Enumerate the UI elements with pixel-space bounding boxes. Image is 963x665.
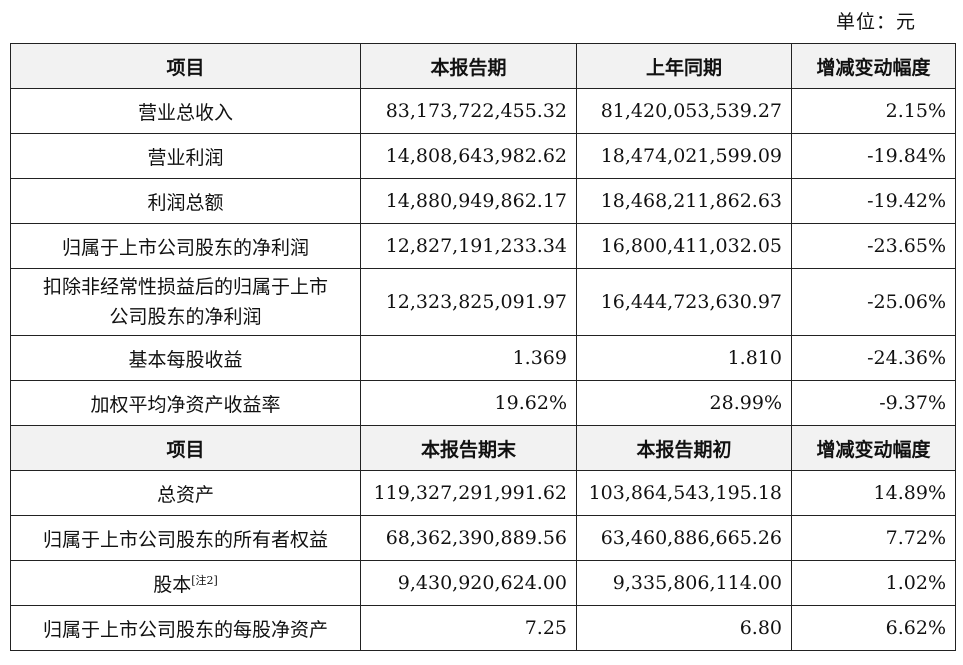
current-value: 119,327,291,991.62 <box>360 470 577 516</box>
row-label: 营业总收入 <box>10 88 361 134</box>
row-label-line2: 公司股东的净利润 <box>109 306 262 328</box>
table-header-row: 项目 本报告期末 本报告期初 增减变动幅度 <box>10 425 956 471</box>
change-value: -25.06% <box>791 268 956 336</box>
previous-value: 16,444,723,630.97 <box>576 268 792 336</box>
header-period-start: 本报告期初 <box>576 425 792 471</box>
previous-value: 103,864,543,195.18 <box>576 470 792 516</box>
previous-value: 81,420,053,539.27 <box>576 88 792 134</box>
table-row: 利润总额 14,880,949,862.17 18,468,211,862.63… <box>10 178 956 224</box>
row-label: 基本每股收益 <box>10 335 361 381</box>
row-label: 归属于上市公司股东的净利润 <box>10 223 361 269</box>
table-header-row: 项目 本报告期 上年同期 增减变动幅度 <box>10 43 956 89</box>
row-label: 总资产 <box>10 470 361 516</box>
current-value: 68,362,390,889.56 <box>360 515 577 561</box>
change-value: 7.72% <box>791 515 956 561</box>
header-previous-period: 上年同期 <box>576 43 792 89</box>
footnote-marker: [注2] <box>191 573 218 587</box>
header-change: 增减变动幅度 <box>791 43 956 89</box>
change-value: -24.36% <box>791 335 956 381</box>
change-value: 6.62% <box>791 605 956 651</box>
table-row: 股本[注2] 9,430,920,624.00 9,335,806,114.00… <box>10 560 956 606</box>
header-current-period: 本报告期 <box>360 43 577 89</box>
current-value: 83,173,722,455.32 <box>360 88 577 134</box>
current-value: 14,808,643,982.62 <box>360 133 577 179</box>
table-row: 基本每股收益 1.369 1.810 -24.36% <box>10 335 956 381</box>
unit-label: 单位：元 <box>835 11 916 33</box>
previous-value: 6.80 <box>576 605 792 651</box>
row-label: 归属于上市公司股东的每股净资产 <box>10 605 361 651</box>
header-item: 项目 <box>10 425 361 471</box>
header-change: 增减变动幅度 <box>791 425 956 471</box>
table-row: 加权平均净资产收益率 19.62% 28.99% -9.37% <box>10 380 956 426</box>
row-label: 归属于上市公司股东的所有者权益 <box>10 515 361 561</box>
row-label: 股本[注2] <box>10 560 361 606</box>
current-value: 12,827,191,233.34 <box>360 223 577 269</box>
current-value: 7.25 <box>360 605 577 651</box>
previous-value: 18,474,021,599.09 <box>576 133 792 179</box>
table-row: 归属于上市公司股东的净利润 12,827,191,233.34 16,800,4… <box>10 223 956 269</box>
row-label: 扣除非经常性损益后的归属于上市 公司股东的净利润 <box>10 268 361 336</box>
table-row: 归属于上市公司股东的每股净资产 7.25 6.80 6.62% <box>10 605 956 651</box>
previous-value: 9,335,806,114.00 <box>576 560 792 606</box>
change-value: -23.65% <box>791 223 956 269</box>
change-value: 14.89% <box>791 470 956 516</box>
table-row: 归属于上市公司股东的所有者权益 68,362,390,889.56 63,460… <box>10 515 956 561</box>
row-label: 营业利润 <box>10 133 361 179</box>
current-value: 9,430,920,624.00 <box>360 560 577 606</box>
change-value: -9.37% <box>791 380 956 426</box>
change-value: -19.84% <box>791 133 956 179</box>
previous-value: 16,800,411,032.05 <box>576 223 792 269</box>
change-value: 1.02% <box>791 560 956 606</box>
current-value: 12,323,825,091.97 <box>360 268 577 336</box>
change-value: 2.15% <box>791 88 956 134</box>
financial-summary-table: 项目 本报告期 上年同期 增减变动幅度 营业总收入 83,173,722,455… <box>10 43 956 651</box>
row-label: 利润总额 <box>10 178 361 224</box>
change-value: -19.42% <box>791 178 956 224</box>
previous-value: 18,468,211,862.63 <box>576 178 792 224</box>
row-label-text: 股本 <box>153 573 192 596</box>
row-label-line1: 扣除非经常性损益后的归属于上市 <box>42 276 328 298</box>
previous-value: 1.810 <box>576 335 792 381</box>
previous-value: 63,460,886,665.26 <box>576 515 792 561</box>
table-row: 营业利润 14,808,643,982.62 18,474,021,599.09… <box>10 133 956 179</box>
current-value: 19.62% <box>360 380 577 426</box>
row-label: 加权平均净资产收益率 <box>10 380 361 426</box>
table-row: 总资产 119,327,291,991.62 103,864,543,195.1… <box>10 470 956 516</box>
header-period-end: 本报告期末 <box>360 425 577 471</box>
table-row: 扣除非经常性损益后的归属于上市 公司股东的净利润 12,323,825,091.… <box>10 268 956 336</box>
current-value: 14,880,949,862.17 <box>360 178 577 224</box>
previous-value: 28.99% <box>576 380 792 426</box>
header-item: 项目 <box>10 43 361 89</box>
current-value: 1.369 <box>360 335 577 381</box>
table-row: 营业总收入 83,173,722,455.32 81,420,053,539.2… <box>10 88 956 134</box>
